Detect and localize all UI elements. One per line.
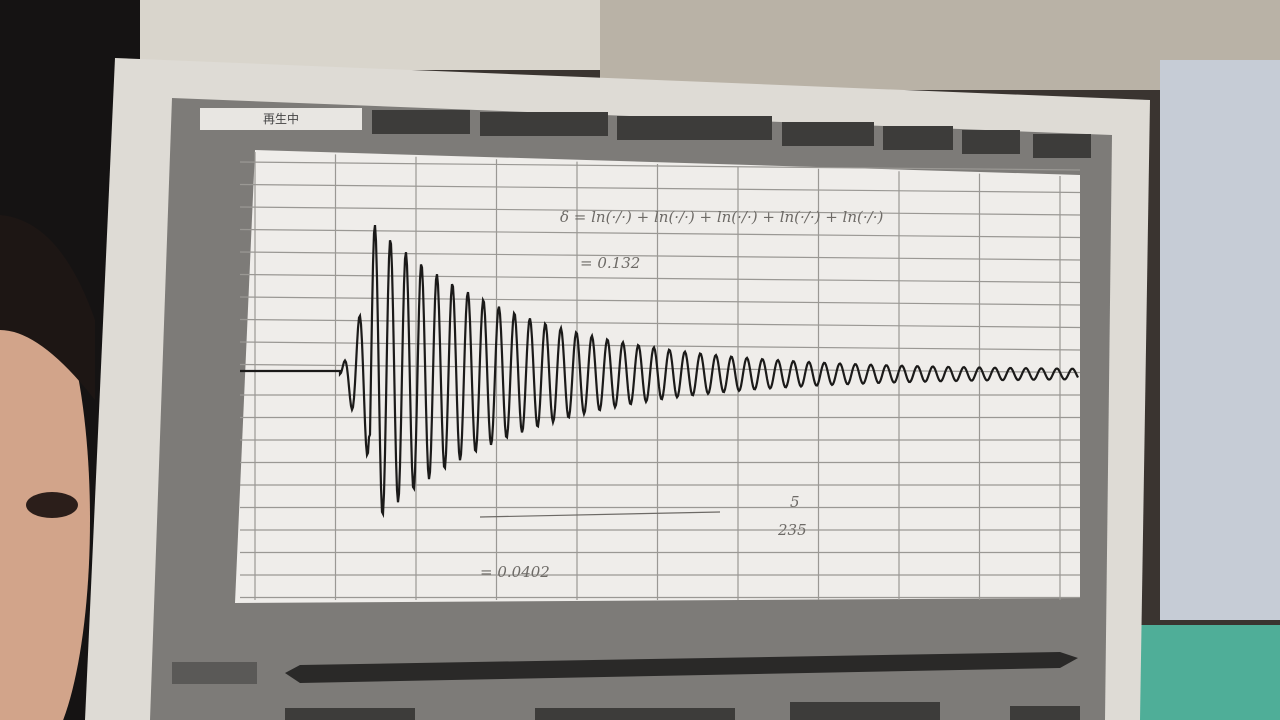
towel [1140,625,1280,720]
toolbar [372,110,1091,158]
scroll-label [172,662,257,684]
handwritten-delta: = 0.132 [580,254,640,272]
grid-line [239,341,1081,351]
grid-line [239,296,1081,306]
waveform [240,224,1079,519]
handwritten-denominator: 235 [777,521,807,539]
hanging-clothes [1160,60,1280,620]
grid-line [239,318,1081,329]
status-label: 再生中 [263,111,299,126]
fraction-bar [479,511,721,518]
bottom-buttons [285,702,1080,720]
grid-line [239,251,1081,261]
grid-line [239,228,1081,239]
status-button [200,108,362,130]
grid-line [239,161,1081,171]
wall [140,0,660,70]
handwritten-formula: δ = ln(·/·) + ln(·/·) + ln(·/·) + ln(·/·… [560,208,883,226]
grid-line [239,363,1081,374]
grid-line [239,206,1081,216]
handwritten-numerator: 5 [790,493,800,511]
scrollbar [285,652,1078,683]
hair [0,215,95,400]
grid-line [239,183,1081,194]
grid-line [239,273,1081,284]
eye [26,492,78,518]
handwritten-mean: = 0.0402 [480,563,550,581]
